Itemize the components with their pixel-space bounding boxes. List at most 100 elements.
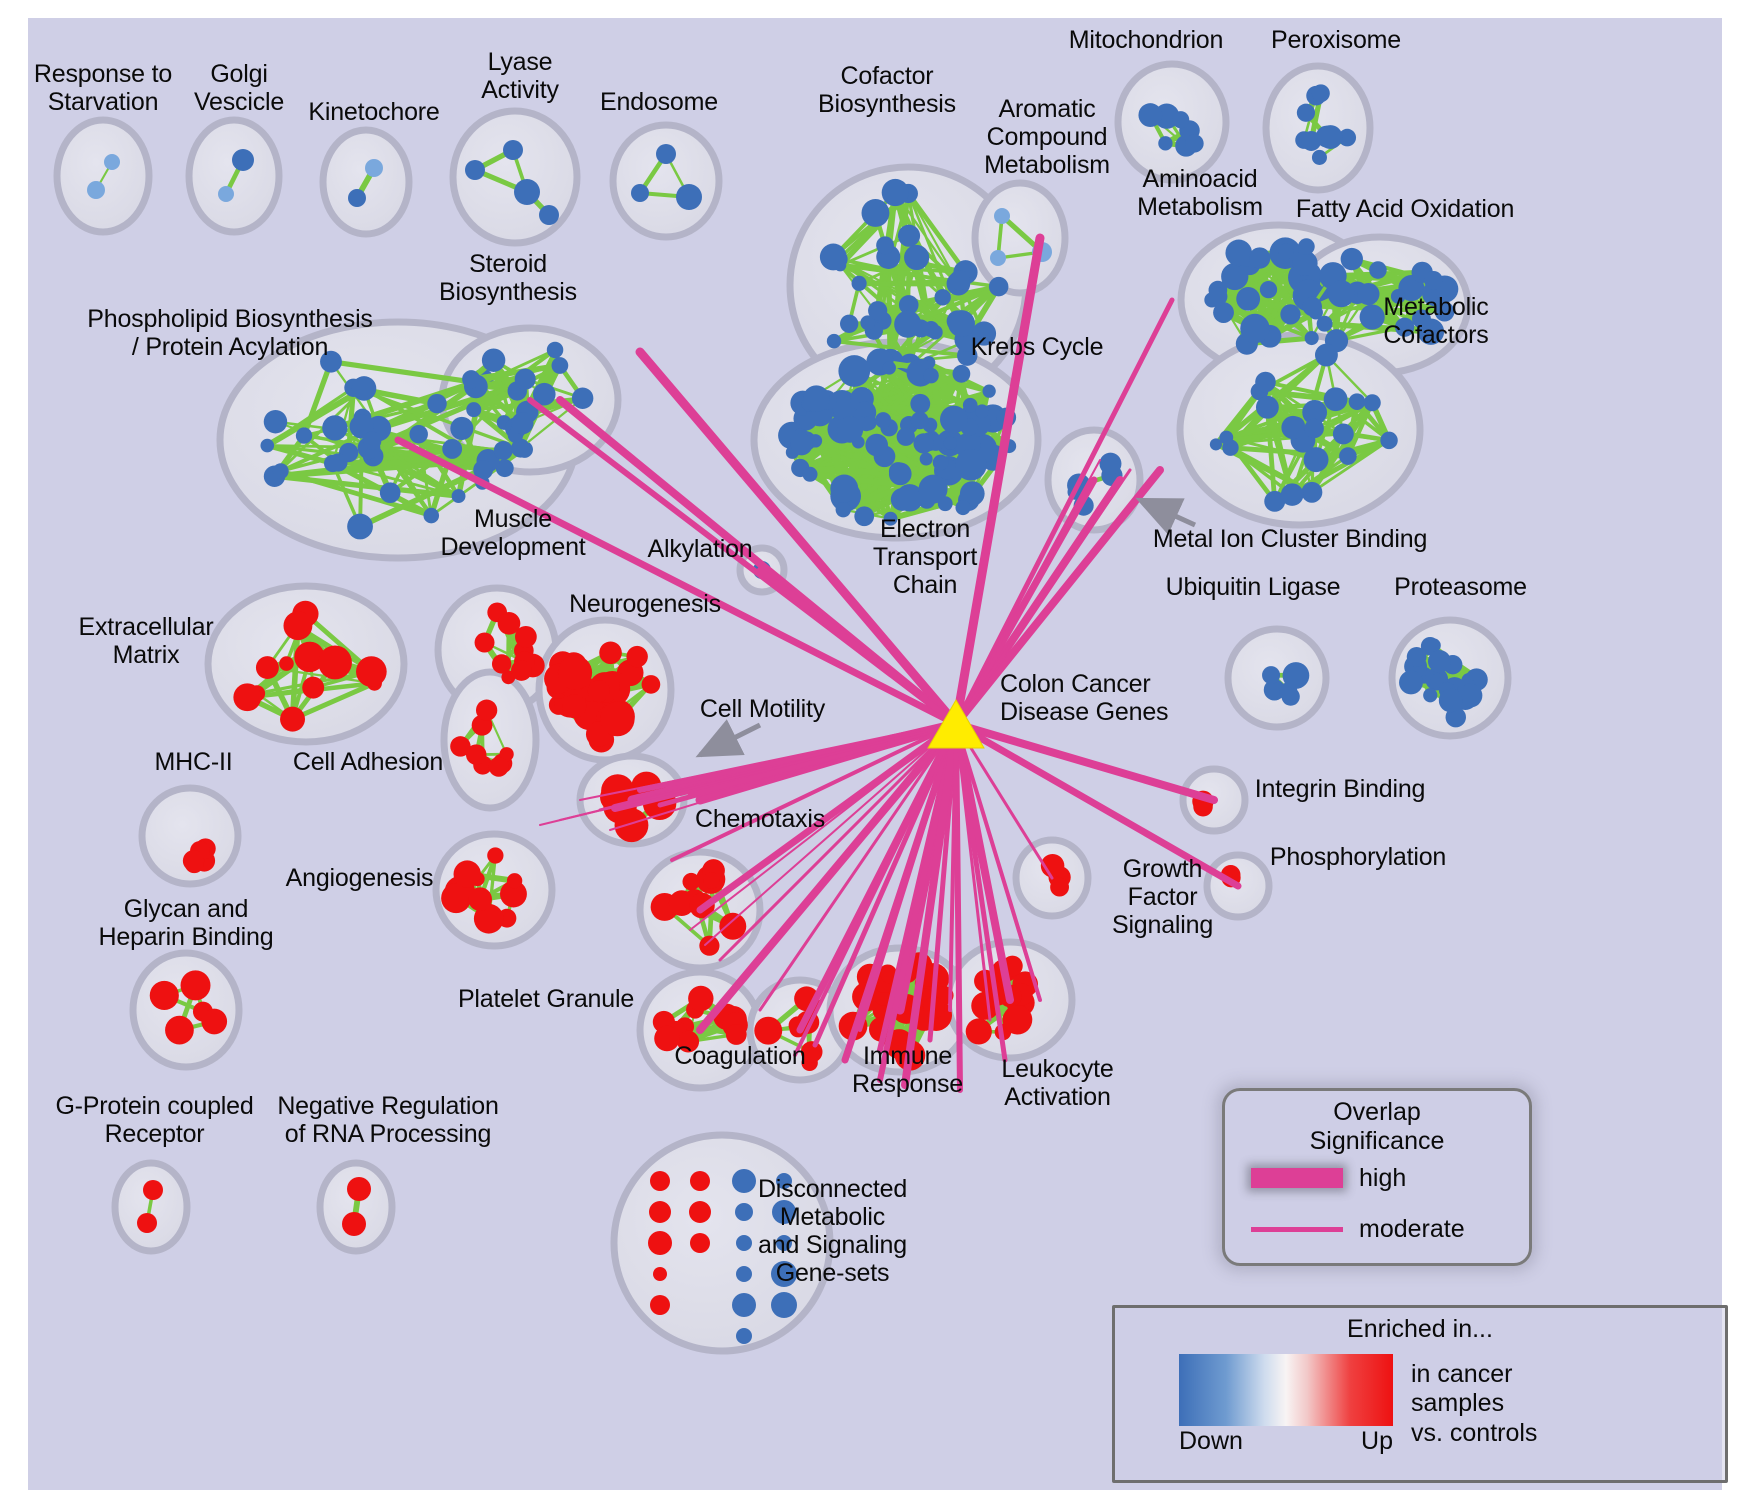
gene-set-node[interactable] <box>493 440 513 461</box>
gene-set-node[interactable] <box>587 680 610 703</box>
gene-set-node[interactable] <box>473 460 494 480</box>
disconnected-gene-set-node[interactable] <box>771 1292 797 1318</box>
gene-set-node[interactable] <box>677 1030 700 1053</box>
gene-set-node[interactable] <box>1208 287 1228 306</box>
gene-set-node[interactable] <box>913 433 934 454</box>
gene-set-node[interactable] <box>1427 649 1451 673</box>
disconnected-gene-set-node[interactable] <box>776 1235 792 1251</box>
gene-set-node[interactable] <box>149 980 179 1011</box>
gene-set-node[interactable] <box>442 438 463 459</box>
gene-set-node[interactable] <box>656 144 676 164</box>
gene-set-node[interactable] <box>283 611 313 641</box>
gene-set-node[interactable] <box>876 236 894 255</box>
gene-set-node[interactable] <box>699 935 720 956</box>
gene-set-node[interactable] <box>854 506 875 527</box>
gene-set-node[interactable] <box>165 1015 194 1045</box>
gene-set-node[interactable] <box>1301 481 1323 503</box>
gene-set-node[interactable] <box>1219 430 1234 445</box>
gene-set-node[interactable] <box>511 438 531 458</box>
gene-set-node[interactable] <box>263 409 288 434</box>
gene-set-node[interactable] <box>688 985 714 1012</box>
gene-set-node[interactable] <box>1282 662 1310 689</box>
gene-set-node[interactable] <box>182 850 205 872</box>
gene-set-node[interactable] <box>1298 238 1315 255</box>
gene-set-node[interactable] <box>1172 111 1190 129</box>
gene-set-node[interactable] <box>1255 371 1276 393</box>
gene-set-node[interactable] <box>895 484 924 512</box>
gene-set-node[interactable] <box>1225 239 1253 267</box>
gene-set-node[interactable] <box>297 641 324 669</box>
gene-set-node[interactable] <box>450 736 471 757</box>
gene-set-node[interactable] <box>495 459 514 478</box>
gene-set-node[interactable] <box>971 991 1000 1020</box>
gene-set-node[interactable] <box>1318 125 1343 150</box>
gene-set-node[interactable] <box>830 474 859 503</box>
gene-set-node[interactable] <box>856 401 873 418</box>
gene-set-node[interactable] <box>1340 247 1363 271</box>
disconnected-gene-set-node[interactable] <box>771 1261 797 1287</box>
gene-set-node[interactable] <box>836 416 864 443</box>
gene-set-node[interactable] <box>819 243 847 271</box>
gene-set-node[interactable] <box>503 140 523 160</box>
gene-set-node[interactable] <box>962 397 978 413</box>
gene-set-node[interactable] <box>1185 134 1204 153</box>
gene-set-node[interactable] <box>955 500 971 516</box>
gene-set-node[interactable] <box>468 887 492 912</box>
gene-set-node[interactable] <box>1158 136 1173 151</box>
gene-set-node[interactable] <box>473 903 504 934</box>
gene-set-node[interactable] <box>180 970 211 1001</box>
gene-set-node[interactable] <box>318 645 352 680</box>
gene-set-node[interactable] <box>1339 447 1357 465</box>
gene-set-node[interactable] <box>1281 415 1305 440</box>
gene-set-node[interactable] <box>1359 304 1385 330</box>
gene-set-node[interactable] <box>897 224 921 247</box>
gene-set-node[interactable] <box>1438 688 1463 713</box>
gene-set-node[interactable] <box>481 348 506 372</box>
gene-set-node[interactable] <box>1458 683 1483 708</box>
disconnected-gene-set-node[interactable] <box>690 1171 710 1191</box>
gene-set-node[interactable] <box>1264 490 1286 512</box>
gene-set-node[interactable] <box>988 276 1009 297</box>
gene-set-node[interactable] <box>515 625 537 648</box>
gene-set-node[interactable] <box>1338 128 1357 147</box>
gene-set-node[interactable] <box>465 160 485 180</box>
gene-set-node[interactable] <box>802 466 818 482</box>
gene-set-node[interactable] <box>451 489 466 503</box>
gene-set-node[interactable] <box>934 289 951 306</box>
gene-set-node[interactable] <box>703 872 720 889</box>
disconnected-gene-set-node[interactable] <box>732 1293 756 1317</box>
disconnected-gene-set-node[interactable] <box>689 1201 711 1223</box>
disconnected-gene-set-node[interactable] <box>732 1169 756 1193</box>
gene-set-node[interactable] <box>888 462 912 486</box>
gene-set-node[interactable] <box>1050 877 1069 897</box>
gene-set-node[interactable] <box>994 208 1010 224</box>
gene-set-node[interactable] <box>939 405 968 434</box>
gene-set-node[interactable] <box>1236 286 1261 311</box>
gene-set-node[interactable] <box>255 656 279 680</box>
gene-set-node[interactable] <box>539 205 559 225</box>
cluster-bubble-endosome[interactable] <box>609 121 723 241</box>
gene-set-node[interactable] <box>1280 483 1304 506</box>
cluster-bubble-disconnected-gene-sets[interactable] <box>610 1131 834 1355</box>
gene-set-node[interactable] <box>904 244 930 271</box>
gene-set-node[interactable] <box>1292 250 1318 276</box>
hub-node-colon-cancer[interactable] <box>927 699 985 749</box>
gene-set-node[interactable] <box>861 199 890 227</box>
gene-set-node[interactable] <box>599 641 622 665</box>
gene-set-node[interactable] <box>1417 318 1445 345</box>
gene-set-node[interactable] <box>474 632 495 653</box>
disconnected-gene-set-node[interactable] <box>772 1200 796 1224</box>
gene-set-node[interactable] <box>1277 243 1294 260</box>
gene-set-node[interactable] <box>599 701 635 737</box>
gene-set-node[interactable] <box>898 295 919 315</box>
gene-set-node[interactable] <box>1301 130 1322 151</box>
gene-set-node[interactable] <box>725 1024 747 1045</box>
gene-set-node[interactable] <box>668 890 695 916</box>
gene-set-node[interactable] <box>896 427 915 446</box>
gene-set-node[interactable] <box>1311 149 1327 165</box>
gene-set-node[interactable] <box>927 324 943 340</box>
gene-set-node[interactable] <box>557 655 593 690</box>
gene-set-node[interactable] <box>965 1018 992 1045</box>
disconnected-gene-set-node[interactable] <box>650 1295 670 1315</box>
gene-set-node[interactable] <box>1357 282 1380 306</box>
